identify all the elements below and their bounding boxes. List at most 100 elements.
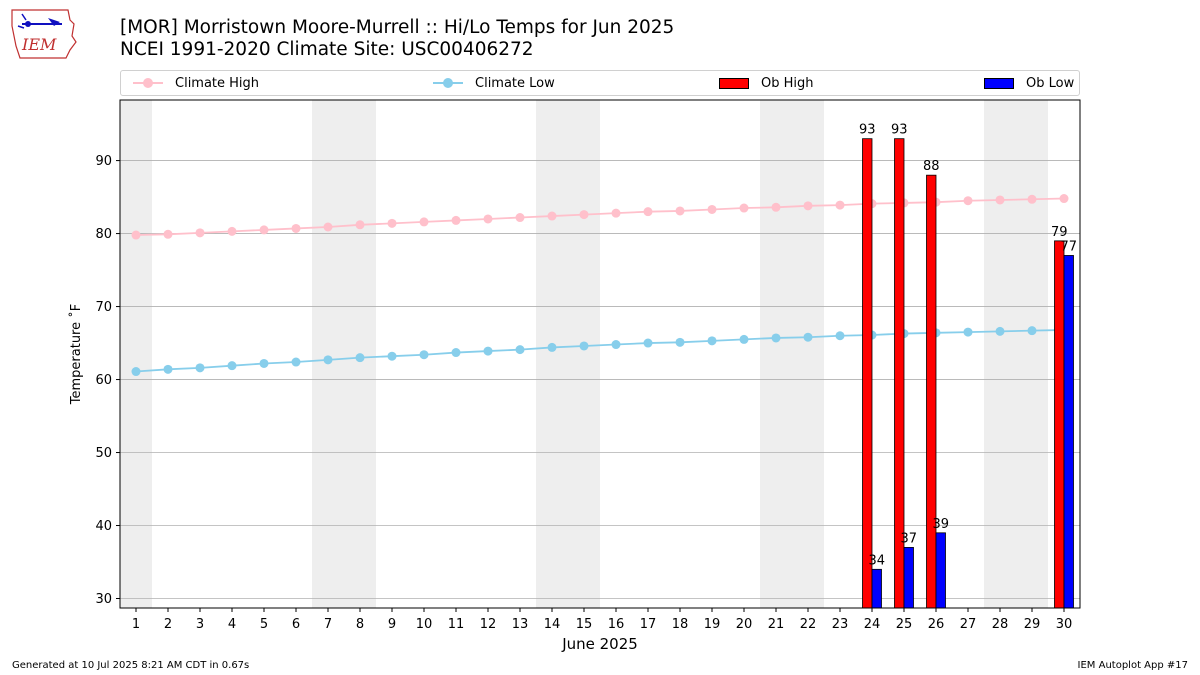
ob-low-value-label: 39 [932, 517, 949, 532]
x-tick-label: 13 [512, 617, 529, 632]
series-line-climate-low [135, 329, 1065, 373]
climate-point [1027, 194, 1037, 204]
climate-point [771, 202, 781, 212]
climate-point [419, 350, 429, 360]
ob-high-value-label: 93 [859, 123, 876, 138]
climate-point [963, 196, 973, 206]
climate-point [707, 336, 717, 346]
legend-climate-low: Climate Low [433, 71, 555, 95]
legend: Climate High Climate Low Ob High Ob Low [120, 70, 1080, 96]
x-tick-label: 29 [1024, 617, 1041, 632]
climate-point [963, 327, 973, 337]
weekend-band [312, 100, 376, 608]
y-tick-label: 60 [95, 373, 112, 388]
climate-point [835, 331, 845, 341]
series-line-climate-high [135, 197, 1065, 236]
climate-point [739, 334, 749, 344]
climate-point [291, 357, 301, 367]
climate-high-swatch [133, 78, 163, 88]
x-tick-label: 6 [292, 617, 300, 632]
weekend-band [120, 100, 152, 608]
climate-point [163, 364, 173, 374]
ob-high-bar [862, 138, 873, 609]
chart-subtitle: NCEI 1991-2020 Climate Site: USC00406272 [120, 39, 534, 60]
legend-ob-low-label: Ob Low [1026, 75, 1075, 91]
x-tick-label: 7 [324, 617, 332, 632]
y-tick-label: 90 [95, 154, 112, 169]
ob-high-swatch [719, 77, 749, 89]
x-tick-label: 9 [388, 617, 396, 632]
weekend-band [536, 100, 600, 608]
climate-point [227, 361, 237, 371]
climate-point [483, 346, 493, 356]
chart-title: [MOR] Morristown Moore-Murrell :: Hi/Lo … [120, 17, 675, 38]
climate-point [195, 228, 205, 238]
climate-point [227, 226, 237, 236]
y-tick-label: 80 [95, 227, 112, 242]
climate-point [259, 358, 269, 368]
x-tick-label: 16 [608, 617, 625, 632]
climate-point [419, 217, 429, 227]
ob-low-value-label: 34 [868, 553, 885, 568]
climate-point [483, 214, 493, 224]
y-tick-label: 50 [95, 446, 112, 461]
weekend-band [984, 100, 1048, 608]
legend-climate-high-label: Climate High [175, 75, 260, 91]
climate-point [355, 353, 365, 363]
x-tick-label: 3 [196, 617, 204, 632]
climate-point [675, 337, 685, 347]
x-tick-label: 12 [480, 617, 497, 632]
climate-point [707, 204, 717, 214]
climate-point [131, 367, 141, 377]
climate-point [515, 213, 525, 223]
ob-low-value-label: 37 [900, 531, 917, 546]
x-tick-label: 10 [416, 617, 433, 632]
y-axis-label: Temperature ˚F [68, 304, 84, 405]
climate-point [611, 208, 621, 218]
climate-point [835, 200, 845, 210]
climate-point [259, 225, 269, 235]
legend-climate-high: Climate High [133, 71, 259, 95]
ob-high-value-label: 88 [923, 159, 940, 174]
ob-low-value-label: 77 [1060, 239, 1077, 254]
climate-point [291, 223, 301, 233]
x-tick-label: 25 [896, 617, 913, 632]
x-tick-label: 14 [544, 617, 561, 632]
x-axis-label: June 2025 [561, 635, 638, 653]
y-tick-label: 70 [95, 300, 112, 315]
ob-high-value-label: 93 [891, 123, 908, 138]
climate-point [451, 348, 461, 358]
y-tick-label: 40 [95, 519, 112, 534]
x-tick-label: 20 [736, 617, 753, 632]
y-tick-label: 30 [95, 592, 112, 607]
climate-point [195, 363, 205, 373]
x-tick-label: 30 [1056, 617, 1073, 632]
climate-point [803, 201, 813, 211]
ob-high-value-label: 79 [1051, 225, 1068, 240]
climate-low-swatch [433, 78, 463, 88]
climate-point [579, 210, 589, 220]
climate-point [643, 207, 653, 217]
climate-point [995, 326, 1005, 336]
x-tick-label: 26 [928, 617, 945, 632]
x-tick-label: 18 [672, 617, 689, 632]
climate-point [995, 195, 1005, 205]
climate-point [547, 211, 557, 221]
logo-text: IEM [21, 35, 57, 54]
legend-ob-high-label: Ob High [761, 75, 814, 91]
climate-point [163, 229, 173, 239]
legend-ob-high: Ob High [719, 71, 814, 95]
x-tick-label: 5 [260, 617, 268, 632]
x-tick-label: 2 [164, 617, 172, 632]
x-tick-label: 19 [704, 617, 721, 632]
x-tick-label: 28 [992, 617, 1009, 632]
ob-low-bar [903, 547, 914, 609]
plot-frame [119, 99, 1081, 609]
climate-point [387, 351, 397, 361]
x-tick-label: 4 [228, 617, 236, 632]
app-credit: IEM Autoplot App #17 [1077, 660, 1188, 671]
legend-ob-low: Ob Low [984, 71, 1074, 95]
climate-point [643, 338, 653, 348]
x-tick-label: 21 [768, 617, 785, 632]
